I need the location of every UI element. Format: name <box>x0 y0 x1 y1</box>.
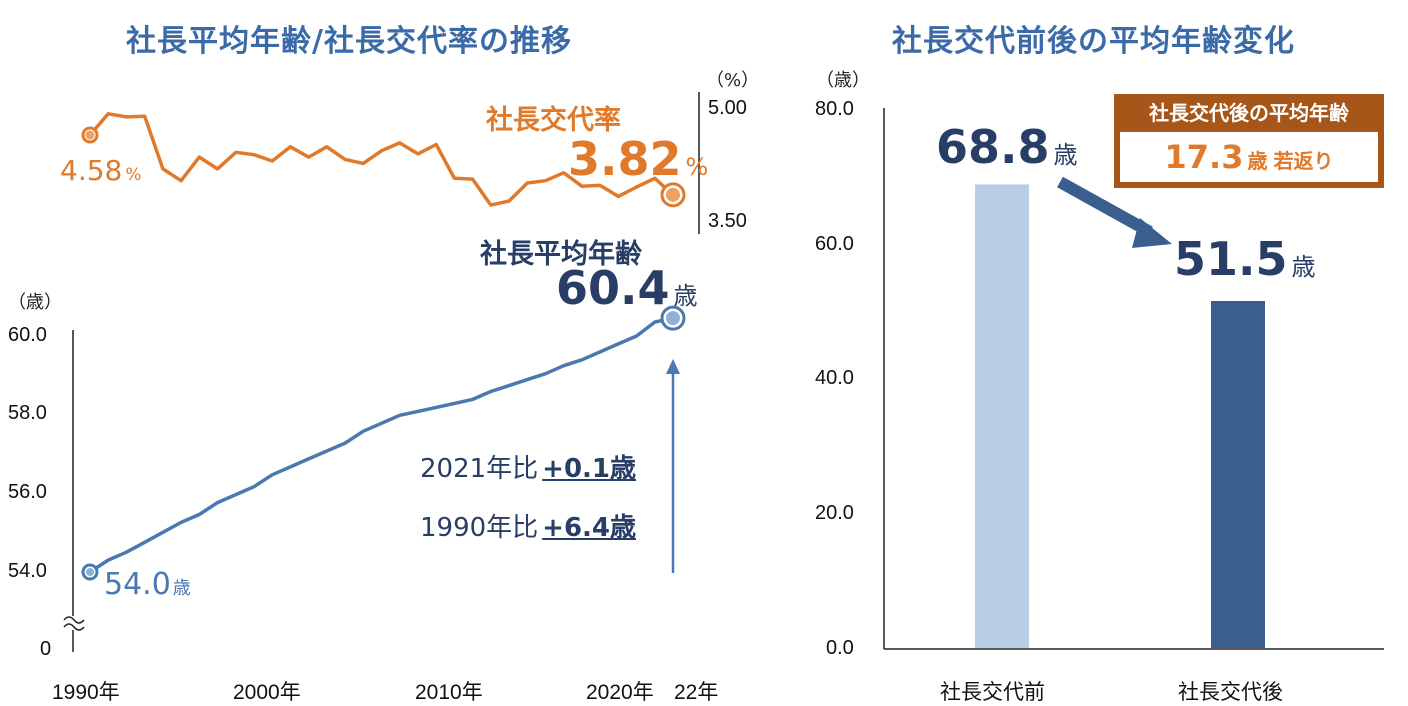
rate-start-unit: % <box>125 165 142 185</box>
bar-after-unit: 歳 <box>1291 253 1316 281</box>
bar-axis-tick: 40.0 <box>815 367 854 389</box>
callout-value: 17.3 <box>1164 138 1244 176</box>
x-tick-label: 1990年 <box>52 681 120 704</box>
age-line <box>89 316 674 574</box>
bar-before-value: 68.8 <box>936 120 1050 174</box>
x-tick-label: 2010年 <box>415 681 483 704</box>
bar-axis-tick: 20.0 <box>815 502 854 524</box>
callout-title: 社長交代後の平均年齢 <box>1114 94 1384 132</box>
age-axis-tick: 60.0 <box>8 324 47 346</box>
rate-end-marker-fill <box>666 187 680 202</box>
bar-axis-tick: 0.0 <box>826 637 854 659</box>
bar-before-unit: 歳 <box>1053 141 1078 169</box>
comparison-1990-value: +6.4歳 <box>542 513 637 543</box>
rate-end-value: 3.82 <box>568 132 682 186</box>
callout-suffix: 若返り <box>1273 149 1334 173</box>
bar-axis-unit: （歳） <box>816 70 870 91</box>
comparison-1990-prefix: 1990年比 <box>420 513 539 543</box>
bar-before <box>975 184 1029 648</box>
age-axis-tick: 56.0 <box>8 481 47 503</box>
callout-body: 17.3 歳若返り <box>1120 132 1378 182</box>
x-tick-label: 2020年 <box>586 681 654 704</box>
bar-after <box>1211 301 1265 648</box>
callout-unit: 歳 <box>1247 149 1268 173</box>
rate-start-marker-fill <box>85 130 95 140</box>
comparison-1990: 1990年比 +6.4歳 <box>420 507 636 544</box>
rate-axis-unit: （%） <box>706 70 760 91</box>
comparison-2021-value: +0.1歳 <box>542 454 637 484</box>
x-tick-label: 22年 <box>674 681 719 704</box>
rate-axis-tick: 3.50 <box>708 210 747 232</box>
bar-category-label: 社長交代前 <box>940 681 1045 704</box>
rate-end-unit: % <box>685 153 709 181</box>
left-chart-title: 社長平均年齢/社長交代率の推移 <box>126 24 572 59</box>
rate-line <box>88 112 675 207</box>
age-axis-tick: 58.0 <box>8 402 47 424</box>
change-arrowhead <box>1132 218 1172 248</box>
age-start-value: 54.0 <box>104 567 171 602</box>
bar-axis-tick: 60.0 <box>815 233 854 255</box>
bar-axis-tick: 80.0 <box>815 98 854 120</box>
comparison-2021-prefix: 2021年比 <box>420 454 539 484</box>
age-start-annotation: 54.0 歳 <box>104 567 191 602</box>
change-arrow-shaft <box>1057 176 1153 238</box>
age-end-unit: 歳 <box>673 282 698 310</box>
bar-after-value: 51.5 <box>1174 232 1288 286</box>
rate-end-annotation: 3.82% <box>568 132 708 186</box>
age-end-marker-fill <box>666 311 680 326</box>
rate-start-annotation: 4.58% <box>60 154 142 187</box>
rate-axis-tick: 5.00 <box>708 97 747 119</box>
age-end-value: 60.4 <box>556 261 670 315</box>
age-axis-tick: 0 <box>40 638 52 660</box>
comparison-2021: 2021年比 +0.1歳 <box>420 448 636 485</box>
age-end-annotation: 60.4 歳 <box>556 261 698 315</box>
comparison-arrowhead <box>666 359 680 374</box>
age-axis-tick: 54.0 <box>8 560 47 582</box>
age-start-unit: 歳 <box>172 578 191 599</box>
axis-break-mark <box>63 623 85 631</box>
bar-after-value-label: 51.5 歳 <box>1174 232 1316 286</box>
x-tick-label: 2000年 <box>233 681 301 704</box>
rate-series-label: 社長交代率 <box>486 105 621 136</box>
age-start-marker-fill <box>86 568 94 576</box>
right-chart-title: 社長交代前後の平均年齢変化 <box>892 24 1295 59</box>
age-axis-unit: （歳） <box>8 292 62 313</box>
rate-start-value: 4.58 <box>60 154 123 187</box>
callout-box: 社長交代後の平均年齢 17.3 歳若返り <box>1114 94 1384 188</box>
bar-before-value-label: 68.8 歳 <box>936 120 1078 174</box>
age-series-label: 社長平均年齢 <box>480 239 642 270</box>
bar-category-label: 社長交代後 <box>1178 681 1283 704</box>
axis-break-mark <box>63 616 85 624</box>
